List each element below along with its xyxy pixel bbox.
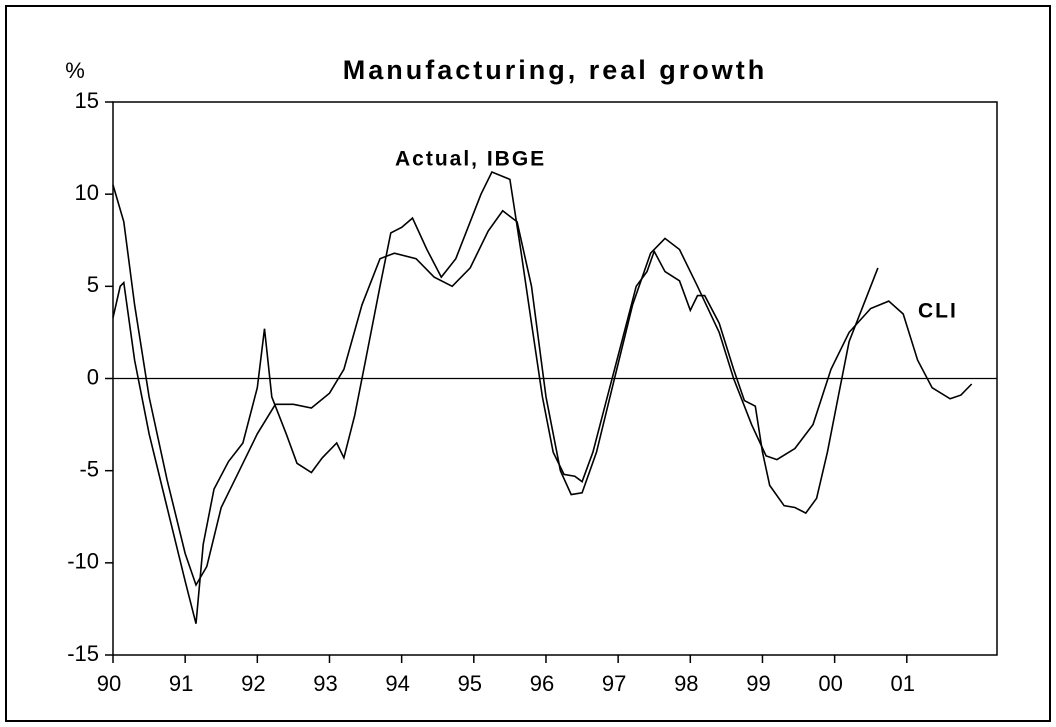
chart-title: Manufacturing, real growth	[343, 55, 768, 85]
series-label: Actual, IBGE	[395, 148, 546, 171]
x-tick-label: 00	[818, 671, 842, 696]
y-tick-label: 0	[87, 364, 99, 389]
x-tick-label: 90	[97, 671, 121, 696]
y-tick-label: 10	[75, 180, 99, 205]
x-tick-label: 92	[241, 671, 265, 696]
y-tick-label: -15	[67, 641, 99, 666]
x-tick-label: 01	[891, 671, 915, 696]
x-tick-label: 91	[169, 671, 193, 696]
series-label: CLI	[918, 300, 958, 323]
y-tick-label: 5	[87, 272, 99, 297]
x-tick-label: 97	[602, 671, 626, 696]
y-tick-label: -5	[79, 456, 99, 481]
x-tick-label: 98	[674, 671, 698, 696]
y-tick-label: -10	[67, 549, 99, 574]
x-tick-label: 93	[313, 671, 337, 696]
y-tick-label: 15	[75, 88, 99, 113]
x-tick-label: 94	[385, 671, 409, 696]
series-line	[112, 184, 973, 587]
x-tick-label: 95	[458, 671, 482, 696]
series-line	[112, 170, 879, 624]
y-axis-label: %	[65, 58, 85, 83]
x-tick-label: 99	[746, 671, 770, 696]
x-tick-label: 96	[530, 671, 554, 696]
frame	[5, 5, 1051, 722]
